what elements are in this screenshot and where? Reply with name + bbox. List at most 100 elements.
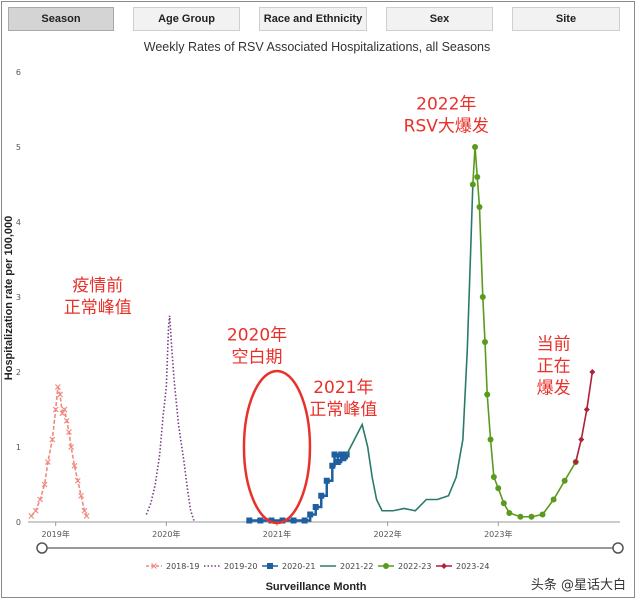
- range-slider[interactable]: [36, 542, 624, 554]
- data-point: [63, 417, 70, 424]
- tab-sex[interactable]: Sex: [386, 7, 493, 31]
- data-point: [490, 474, 497, 480]
- series-line: [574, 371, 594, 463]
- y-tick-label: 4: [16, 218, 21, 227]
- series-2022-23: [469, 144, 579, 520]
- series-line: [345, 184, 474, 512]
- annotation-text: 空白期: [232, 348, 283, 368]
- data-point: [68, 444, 75, 450]
- annotation-text: 正在: [537, 357, 571, 377]
- tab-age-group[interactable]: Age Group: [133, 7, 240, 31]
- data-point: [323, 477, 330, 484]
- data-point: [484, 391, 491, 398]
- data-point: [54, 384, 61, 390]
- data-point: [49, 436, 56, 443]
- data-point: [528, 513, 535, 520]
- data-point: [290, 517, 297, 524]
- chart-series: [28, 144, 596, 524]
- data-point: [517, 513, 524, 520]
- legend-label: 2019-20: [224, 562, 257, 571]
- y-axis-label: Hospitalization rate per 100,000: [3, 216, 15, 380]
- x-tick-label: 2020年: [152, 529, 180, 539]
- legend-item: 2020-21: [262, 562, 315, 571]
- tab-site[interactable]: Site: [512, 7, 620, 31]
- data-point: [318, 492, 325, 499]
- legend-label: 2020-21: [282, 562, 315, 571]
- legend-item: 2023-24: [436, 562, 489, 571]
- x-tick-label: 2023年: [484, 529, 512, 539]
- data-point: [267, 563, 273, 569]
- data-point: [338, 451, 345, 458]
- filter-tabs: Season Age Group Race and Ethnicity Sex …: [8, 7, 628, 33]
- data-point: [469, 181, 476, 188]
- legend-item: 2018-19: [146, 562, 199, 571]
- x-tick-label: 2022年: [373, 529, 401, 539]
- data-point: [57, 391, 64, 398]
- data-point: [479, 294, 486, 300]
- chart-annotations: 疫情前正常峰值2020年空白期2021年正常峰值2022年RSV大爆发当前正在爆…: [64, 95, 571, 525]
- data-point: [340, 455, 347, 462]
- legend-label: 2022-23: [398, 562, 431, 571]
- data-point: [44, 459, 51, 465]
- data-point: [37, 496, 44, 503]
- annotation-text: 疫情前: [72, 276, 123, 296]
- series-line: [145, 315, 195, 521]
- series-2018-19: [28, 384, 90, 519]
- y-tick-label: 1: [16, 443, 21, 452]
- data-point: [81, 507, 88, 514]
- chart-axes: 0 1 2 3 4 5 6 2019年 2020年 2021年 2022年 2023年: [16, 68, 620, 539]
- annotation-text: 正常峰值: [64, 298, 132, 318]
- data-point: [301, 517, 308, 524]
- y-tick-label: 0: [16, 518, 21, 527]
- data-point: [495, 485, 502, 492]
- data-point: [572, 459, 579, 465]
- data-point: [78, 492, 85, 499]
- data-point: [500, 500, 507, 507]
- data-point: [487, 436, 494, 443]
- data-point: [257, 517, 264, 524]
- data-point: [482, 339, 489, 345]
- annotation-text: 2022年: [416, 95, 476, 115]
- series-line: [30, 386, 88, 517]
- legend-label: 2023-24: [456, 562, 489, 571]
- data-point: [83, 513, 90, 519]
- data-point: [539, 511, 546, 518]
- annotation-text: 2021年: [313, 378, 373, 398]
- data-point: [71, 462, 78, 469]
- data-point: [476, 204, 483, 210]
- x-tick-label: 2019年: [41, 529, 69, 539]
- series-2023-24: [572, 369, 596, 465]
- data-point: [474, 174, 481, 180]
- x-tick-label: 2021年: [263, 529, 291, 539]
- tab-race-ethnicity[interactable]: Race and Ethnicity: [259, 7, 367, 31]
- data-point: [441, 563, 447, 569]
- data-point: [268, 517, 275, 524]
- data-point: [151, 563, 157, 569]
- legend-label: 2021-22: [340, 562, 373, 571]
- tab-season[interactable]: Season: [8, 7, 114, 31]
- data-point: [472, 144, 479, 150]
- data-point: [74, 477, 81, 484]
- data-point: [583, 406, 590, 413]
- data-point: [550, 496, 557, 503]
- y-tick-label: 5: [16, 143, 21, 152]
- data-point: [331, 451, 338, 458]
- slider-start-handle: [36, 542, 48, 554]
- highlight-circle: [242, 369, 312, 525]
- data-point: [66, 429, 72, 435]
- legend-label: 2018-19: [166, 562, 199, 571]
- data-point: [28, 513, 35, 519]
- data-point: [246, 517, 253, 524]
- annotation-text: 当前: [537, 335, 571, 355]
- y-tick-label: 3: [16, 293, 21, 302]
- legend-item: 2019-20: [204, 562, 257, 571]
- data-point: [561, 477, 568, 484]
- data-point: [52, 406, 59, 413]
- data-point: [61, 406, 68, 413]
- data-point: [578, 436, 585, 443]
- y-tick-label: 6: [16, 68, 21, 77]
- data-point: [329, 462, 336, 469]
- legend-item: 2021-22: [320, 562, 373, 571]
